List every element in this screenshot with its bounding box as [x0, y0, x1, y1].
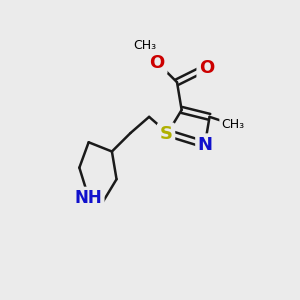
Text: O: O	[199, 59, 214, 77]
Text: N: N	[198, 136, 213, 154]
Text: O: O	[150, 54, 165, 72]
Text: CH₃: CH₃	[221, 118, 244, 131]
Text: NH: NH	[74, 189, 102, 207]
Text: S: S	[160, 125, 172, 143]
Text: CH₃: CH₃	[133, 39, 156, 52]
